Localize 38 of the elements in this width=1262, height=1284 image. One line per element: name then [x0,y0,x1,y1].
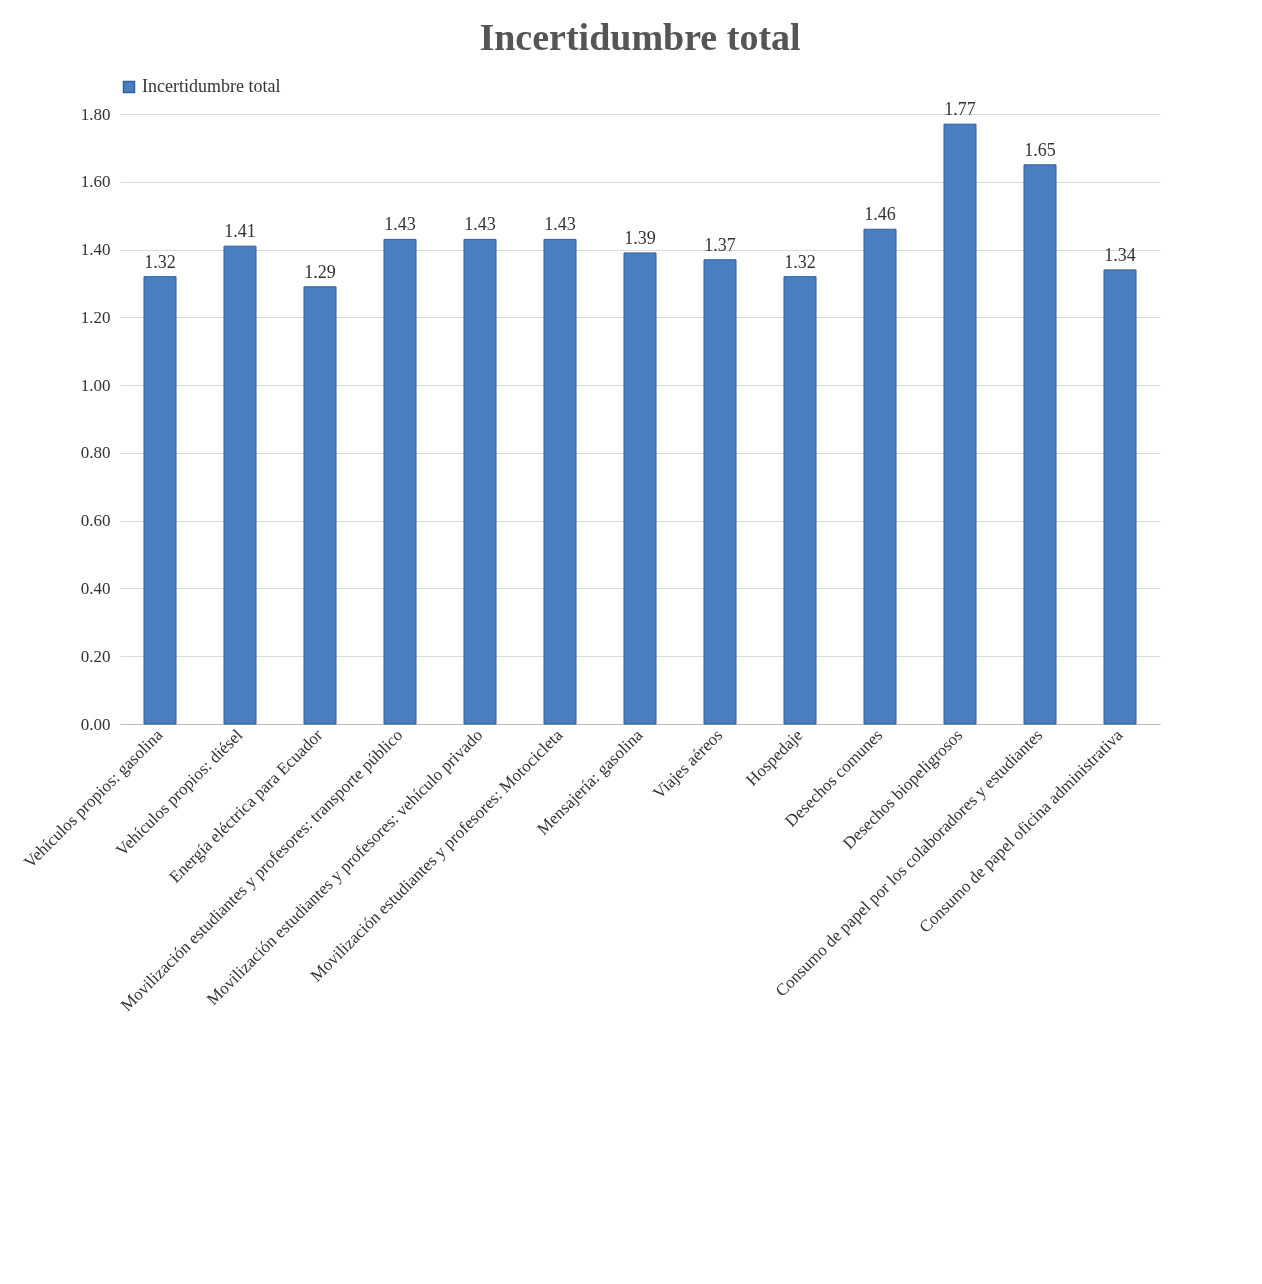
y-tick-label: 1.80 [80,104,111,124]
data-label: 1.29 [304,261,336,282]
data-label: 1.32 [144,251,176,272]
y-tick-label: 0.60 [80,511,111,531]
bar [623,252,657,725]
y-tick-label: 0.80 [80,443,111,463]
bar [863,228,897,725]
bar [223,245,257,725]
y-tick-label: 0.20 [80,646,111,666]
bar [143,276,177,725]
data-label: 1.43 [464,214,496,235]
data-label: 1.46 [864,204,896,225]
data-label: 1.43 [384,214,416,235]
data-label: 1.65 [1024,139,1056,160]
y-tick-label: 1.20 [80,307,111,327]
data-label: 1.32 [784,251,816,272]
bar [543,238,577,725]
data-label: 1.39 [624,227,656,248]
bar [1103,269,1137,725]
data-label: 1.77 [944,99,976,120]
bar [1023,164,1057,725]
y-tick-label: 0.40 [80,578,111,598]
data-label: 1.41 [224,221,256,242]
legend-label: Incertidumbre total [142,76,281,96]
data-label: 1.37 [704,234,736,255]
bar [463,238,497,725]
y-tick-label: 1.60 [80,172,111,192]
bar [383,238,417,725]
bar [783,276,817,725]
y-tick-label: 1.00 [80,375,111,395]
bar [703,259,737,725]
data-label: 1.34 [1104,244,1136,265]
y-tick-label: 0.00 [80,714,111,734]
y-tick-label: 1.40 [80,240,111,260]
data-label: 1.43 [544,214,576,235]
bar [303,286,337,725]
bar [943,123,977,725]
chart-title: Incertidumbre total [479,16,801,58]
